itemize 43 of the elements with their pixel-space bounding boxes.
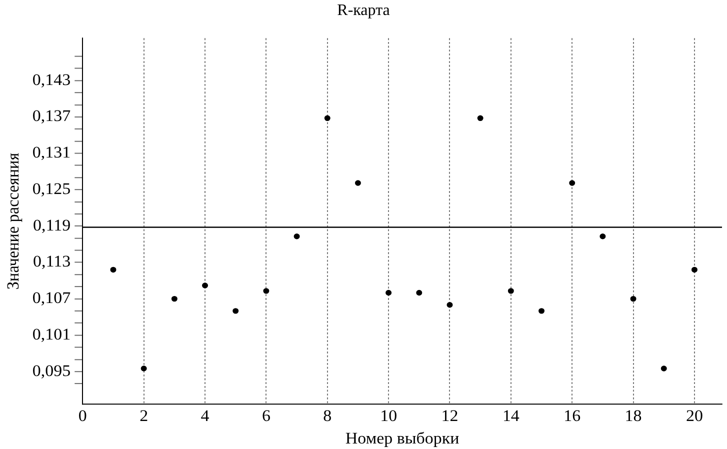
y-axis-title: Значение рассеяния [3, 152, 23, 290]
point [600, 233, 606, 240]
x-tick-label: 18 [624, 406, 642, 426]
x-tick-label: 14 [502, 406, 520, 426]
point [569, 180, 576, 186]
x-tick-label: 10 [380, 406, 398, 426]
y-tick-label: 0,107 [32, 288, 71, 307]
x-tick-label: 12 [441, 406, 458, 426]
y-tick-label: 0,119 [33, 216, 71, 234]
point [140, 366, 147, 372]
y-tick-label: 0,095 [32, 361, 71, 380]
point [202, 282, 208, 288]
point [508, 288, 514, 294]
point [263, 288, 270, 294]
point [660, 366, 667, 372]
point [110, 266, 116, 273]
point [477, 115, 484, 122]
x-tick-label: 2 [140, 406, 148, 426]
x-tick-label: 8 [323, 406, 332, 426]
x-tick-label: 20 [686, 406, 703, 426]
point [324, 115, 330, 122]
x-tick-label: 16 [564, 406, 581, 426]
point [171, 296, 178, 302]
y-tick-label: 0,131 [32, 142, 71, 162]
y-tick-label: 0,125 [32, 179, 71, 198]
point [446, 302, 453, 308]
chart-title: R-карта [336, 2, 391, 20]
point [354, 180, 361, 186]
x-tick-label: 0 [78, 406, 87, 426]
point [416, 290, 422, 296]
y-tick-label: 0,143 [32, 70, 71, 89]
x-axis-title: Номер выборки [345, 428, 460, 448]
point [294, 233, 300, 240]
point [386, 290, 392, 296]
point [232, 308, 239, 314]
x-tick-label: 4 [200, 406, 210, 426]
x-tick-label: 6 [262, 406, 270, 426]
point [538, 308, 545, 314]
y-tick-label: 0,137 [32, 106, 71, 126]
point [691, 266, 698, 273]
point [630, 296, 636, 302]
y-tick-label: 0,101 [32, 324, 71, 344]
y-tick-label: 0,113 [33, 252, 71, 271]
